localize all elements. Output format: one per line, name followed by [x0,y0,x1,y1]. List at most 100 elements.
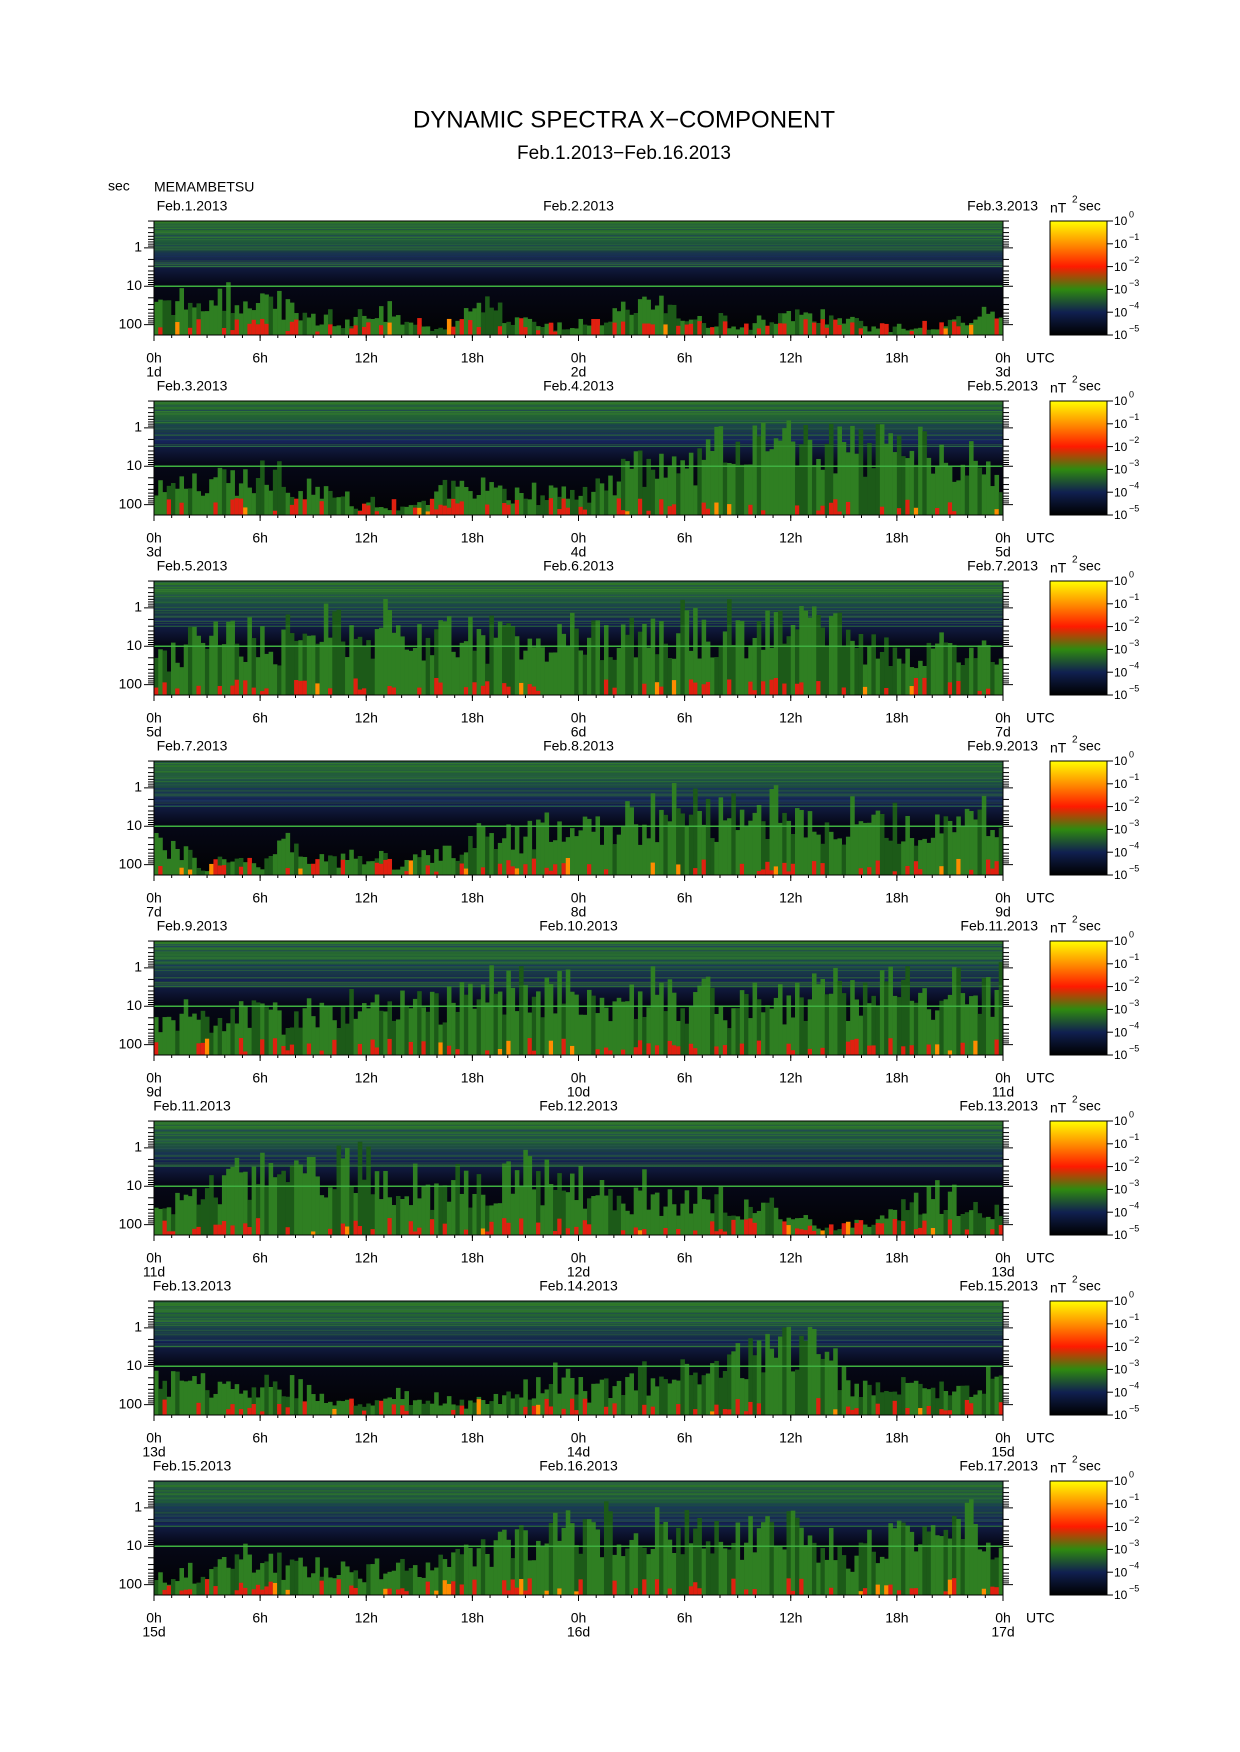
spectrogram-texture [391,632,397,695]
spectrogram-texture [472,847,477,875]
spectrogram-texture [561,841,567,875]
spectrogram-texture [837,426,842,515]
colorbar-tick-exponent: 0 [1129,389,1134,399]
time-zone: UTC [1026,890,1055,906]
spectrogram-texture [561,1003,567,1055]
spectrogram-texture [506,686,511,695]
spectrogram-texture [867,1384,872,1415]
spectrogram-texture [761,1012,766,1055]
spectrogram-texture [260,1039,265,1055]
spectrogram-texture [332,1408,337,1415]
spectrogram-texture [154,401,1003,403]
colorbar-tick-exponent: −5 [1129,503,1139,513]
mid-day: 2d [571,364,587,380]
spectrogram-texture [154,597,1003,599]
spectrogram-texture [442,329,448,335]
spectrogram-texture [833,1348,838,1415]
spectrogram-texture [905,499,910,515]
spectrogram-texture [154,799,1003,801]
spectrogram-texture [909,331,915,335]
spectrogram-texture [234,1590,240,1595]
spectrogram-texture [260,1387,265,1415]
spectrogram-texture [154,800,1003,802]
spectrogram-texture [536,1377,541,1415]
spectrogram-texture [154,405,1003,407]
spectrogram-texture [154,1520,1003,1522]
spectrogram-texture [956,316,961,335]
spectrogram-texture [234,1384,240,1415]
spectrogram-texture [735,329,741,335]
spectrogram-texture [255,478,261,515]
spectrogram-texture [676,864,681,875]
spectrogram-texture [442,621,448,695]
colorbar-tick-exponent: −2 [1129,615,1139,625]
spectrogram-texture [947,1410,953,1415]
spectrogram-texture [519,1579,524,1595]
spectrogram-texture [905,865,910,875]
spectrogram-texture [833,839,838,875]
spectrogram-texture [154,1325,1003,1327]
spectrogram-texture [243,469,248,515]
spectrogram-texture [264,1586,269,1595]
spectrogram-texture [612,495,618,515]
spectrogram-texture [459,982,465,1055]
spectrogram-texture [154,597,1003,599]
spectrogram-texture [353,325,359,335]
spectrogram-texture [154,1512,1003,1514]
spectrogram-texture [230,685,235,695]
spectrogram-texture [260,1563,265,1595]
spectrogram-texture [154,1147,1003,1149]
spectrogram-texture [913,1380,919,1415]
x-tick-label: 0h [146,350,162,366]
spectrogram-texture [187,1589,193,1595]
spectrogram-texture [311,1394,316,1415]
spectrogram-texture [336,1145,342,1235]
spectrogram-texture [442,479,448,515]
spectrogram-texture [446,1045,452,1055]
spectrogram-texture [854,1383,859,1415]
colorbar-tick-base: 10 [1114,800,1128,814]
spectrogram-texture [790,863,796,875]
spectrogram-texture [429,655,435,695]
spectrogram-texture [463,487,469,515]
spectrogram-texture [523,327,528,335]
spectrogram-texture [676,325,681,335]
spectrogram-texture [557,1393,562,1415]
spectrogram-texture [608,1511,613,1595]
time-zone: UTC [1026,530,1055,546]
spectrogram-texture [765,861,770,875]
spectrogram-texture [930,329,936,335]
spectrogram-texture [154,1483,1003,1485]
spectrogram-texture [455,1011,460,1055]
spectrogram-texture [854,1408,859,1415]
y-tick-label: 100 [119,315,143,331]
spectrogram-texture [633,451,639,515]
spectrogram-texture [272,1002,278,1055]
spectrogram-texture [680,320,685,335]
spectrogram-texture [370,1002,376,1055]
spectrogram-texture [425,326,431,335]
y-unit: sec [108,178,130,194]
spectrogram-texture [370,1039,376,1055]
spectrogram-texture [345,1399,350,1415]
colorbar-unit: sec [1079,1098,1101,1114]
spectrogram-texture [714,1231,719,1235]
spectrogram-texture [820,1047,826,1055]
spectrogram-texture [794,1369,800,1415]
colorbar-tick-base: 10 [1114,957,1128,971]
spectrogram-texture [154,225,1003,227]
colorbar [1049,1300,1108,1416]
spectrogram-texture [226,282,231,335]
spectrogram-texture [557,821,562,875]
spectrogram-texture [315,325,320,335]
spectrogram-texture [608,1021,613,1055]
spectrogram-texture [357,856,363,875]
spectrogram-texture [773,611,779,695]
spectrogram-texture [875,424,881,515]
spectrogram-texture [595,816,601,875]
colorbar-tick-base: 10 [1114,485,1128,499]
spectrogram-texture [909,838,915,875]
spectrogram-texture [676,1404,681,1415]
spectrogram-texture [739,1378,745,1415]
